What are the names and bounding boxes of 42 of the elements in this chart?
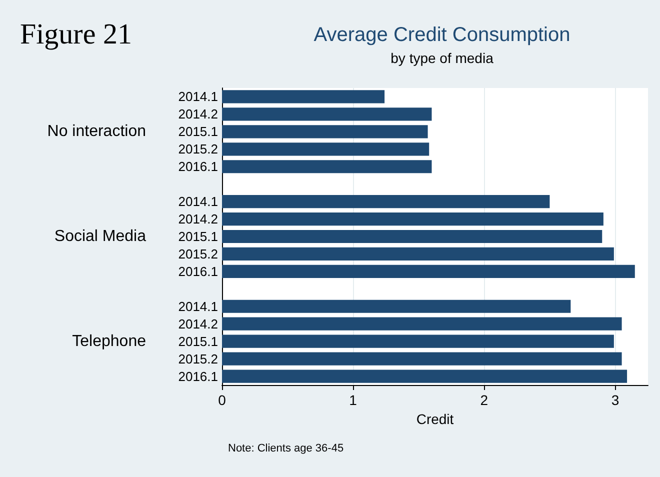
chart-subtitle: by type of media <box>390 50 494 66</box>
bar <box>222 264 635 278</box>
chart-title: Average Credit Consumption <box>314 24 570 46</box>
bar <box>222 125 428 138</box>
x-axis-title: Credit <box>416 410 454 427</box>
y-tick-label: 2015.1 <box>178 334 218 349</box>
x-tick-label: 3 <box>611 392 620 408</box>
x-tick-label: 2 <box>480 392 488 408</box>
x-tick-label: 1 <box>349 392 358 408</box>
y-tick-label: 2015.1 <box>178 124 218 140</box>
caption: Figure 21 <box>20 18 132 50</box>
y-tick-label: 2015.2 <box>178 351 218 366</box>
y-tick-label: 2015.1 <box>178 229 218 244</box>
x-tick-label: 0 <box>218 392 226 408</box>
bar <box>222 90 385 104</box>
text: No interaction <box>47 123 146 140</box>
y-tick-label: 2014.1 <box>178 194 218 210</box>
y-tick-label: 2014.2 <box>178 316 218 332</box>
y-tick-label: 2014.2 <box>178 106 218 122</box>
y-tick-label: 2016.1 <box>178 368 218 384</box>
bar <box>222 370 628 383</box>
y-tick-label: 2016.1 <box>178 264 218 279</box>
bar <box>222 334 614 348</box>
text: Note: Clients age 36-45 <box>228 442 344 454</box>
y-tick-label: 2014.2 <box>178 212 218 227</box>
y-tick-label: 2016.1 <box>178 159 218 174</box>
text: Social Media <box>54 228 146 245</box>
bar <box>222 247 614 261</box>
bar <box>222 142 430 156</box>
bar <box>222 160 432 174</box>
bar <box>222 195 550 208</box>
bar <box>222 212 604 226</box>
bar <box>222 352 622 366</box>
bar <box>222 317 622 330</box>
text: Telephone <box>72 332 146 350</box>
y-tick-label: 2014.1 <box>178 298 218 314</box>
y-tick-label: 2015.2 <box>178 142 218 157</box>
bar <box>222 108 432 121</box>
y-tick-label: 2014.1 <box>178 89 218 104</box>
bar <box>222 300 571 313</box>
y-tick-label: 2015.2 <box>178 246 218 262</box>
bar <box>222 230 602 244</box>
